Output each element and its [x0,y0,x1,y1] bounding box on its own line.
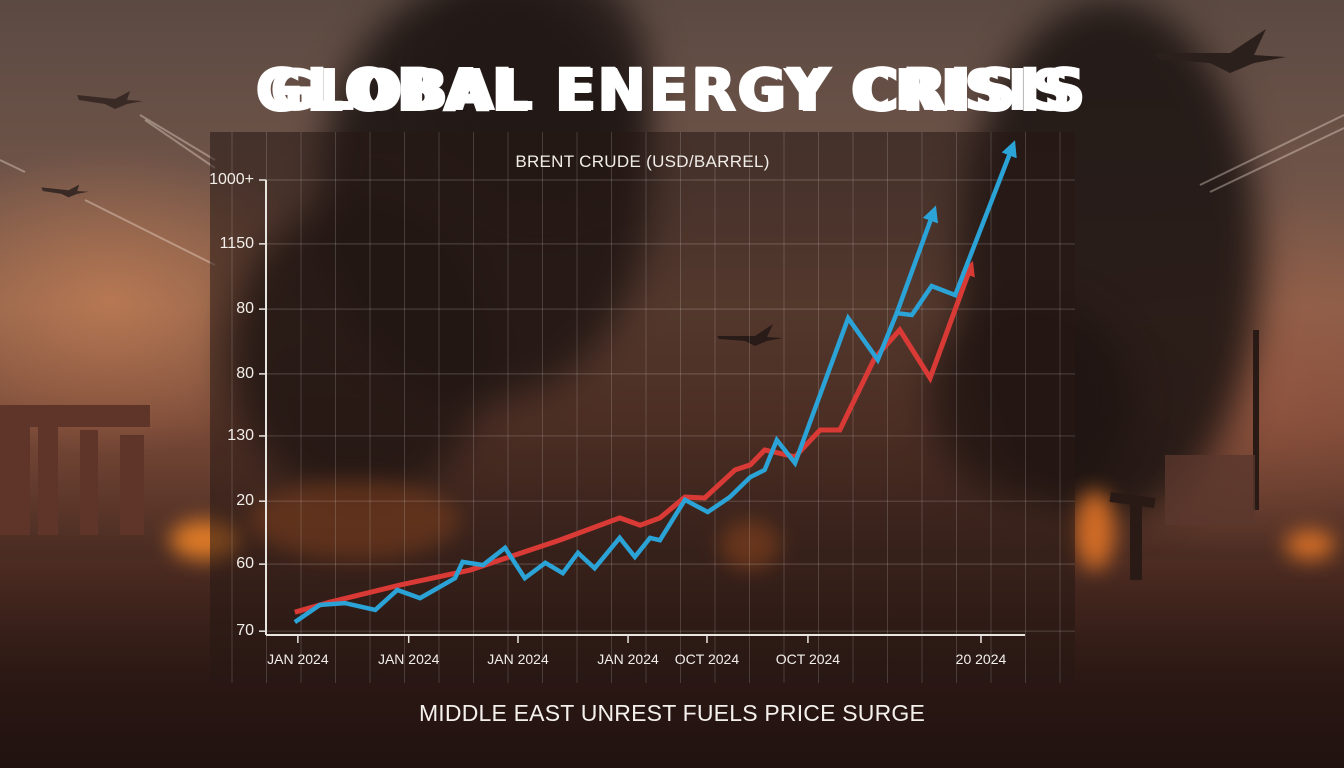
temple-ruin [0,405,150,427]
x-tick-label: JAN 2024 [377,651,440,667]
poster-title: GLOBAL ENERGY CRISIS GLOBAL ENERGY CRISI… [0,55,1344,125]
poster-title-outline: GLOBAL ENERGY CRISIS [255,55,1089,125]
temple-wall [0,425,30,535]
y-tick-label: 1150 [219,234,254,252]
y-tick-label: 80 [236,300,254,318]
radio-tower [1253,330,1259,510]
data-series [293,140,1017,624]
fighter-jet-icon [77,91,143,109]
chart-title: BRENT CRUDE (USD/BARREL) [515,152,770,171]
series-line-2 [894,205,939,314]
building-right [1165,455,1255,525]
y-tick-label: 20 [236,492,254,510]
fire-right [1075,490,1115,570]
series-line-1 [293,140,1017,624]
temple-column [38,425,58,535]
x-tick-label: JAN 2024 [487,651,549,667]
x-tick-label: 20 2024 [955,651,1007,667]
y-tick-label: 70 [236,622,254,640]
axes [259,179,1025,643]
y-tick-label: 60 [236,555,254,573]
fighter-jet-icon [1154,29,1286,73]
x-tick-label: OCT 2024 [775,651,841,667]
x-tick-label: JAN 2024 [597,651,659,667]
x-tick-label: JAN 2024 [267,651,329,667]
x-tick-label: OCT 2024 [674,651,740,667]
poster-caption: MIDDLE EAST UNREST FUELS PRICE SURGE [418,700,926,726]
fighter-jet-icon [41,184,89,198]
fire-far-right [1285,530,1335,560]
y-tick-label: 130 [227,426,254,444]
oil-pump-right-frame [1130,505,1142,580]
series-line-0 [294,260,975,615]
temple-column [120,435,144,535]
y-tick-label: 80 [236,364,254,382]
temple-column [80,430,98,535]
contrails [0,114,1344,266]
poster-title-inline: GLOBAL ENERGY CRISIS [270,57,1074,124]
y-tick-label: 1000+ [209,171,254,188]
grid-lines [231,132,1075,683]
